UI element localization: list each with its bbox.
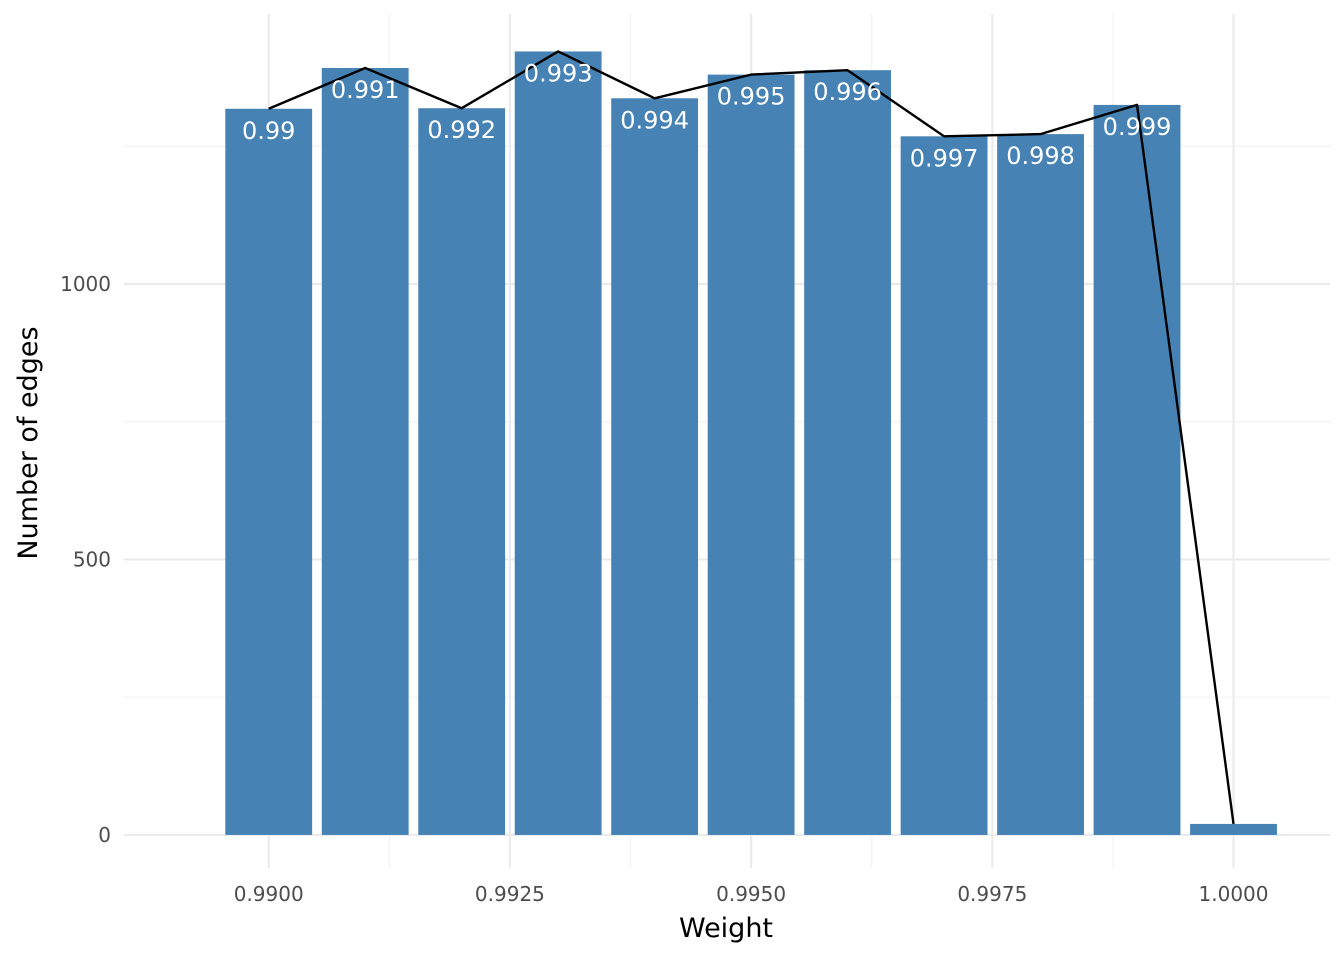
bar-label: 0.99 <box>242 117 295 145</box>
bar <box>804 70 892 835</box>
bar <box>225 108 313 835</box>
bar <box>1093 104 1181 835</box>
y-tick-label: 500 <box>73 547 111 571</box>
bar-label: 0.995 <box>717 83 786 111</box>
y-tick-label: 1000 <box>60 272 111 296</box>
bar-label: 0.992 <box>427 116 496 144</box>
x-tick-label: 1.0000 <box>1199 882 1269 906</box>
bar-label: 0.998 <box>1006 142 1075 170</box>
bar <box>611 98 699 835</box>
bars-layer <box>225 51 1277 835</box>
line-layer <box>268 50 1235 825</box>
bar-label: 0.997 <box>910 144 979 172</box>
bar-label: 0.993 <box>524 59 593 87</box>
bar-labels-layer: 0.99 0.991 0.992 0.993 0.994 0.995 0.996 0.997 0… <box>242 59 1171 172</box>
y-tick-label: 0 <box>98 823 111 847</box>
bar <box>514 51 602 835</box>
x-tick-label: 0.9925 <box>475 882 545 906</box>
ticks-layer: 0.9900 0.9925 0.9950 0.9975 1.0000 0 500 1000 <box>60 272 1268 906</box>
x-axis-title: Weight <box>679 913 773 944</box>
bar <box>707 74 795 835</box>
bar <box>321 67 409 835</box>
bar-label: 0.996 <box>813 78 882 106</box>
bar-label: 0.994 <box>620 106 689 134</box>
y-axis-title: Number of edges <box>13 326 44 559</box>
bar <box>418 108 506 835</box>
x-tick-label: 0.9975 <box>957 882 1027 906</box>
bar <box>1190 823 1277 835</box>
bar <box>997 134 1084 835</box>
bar-label: 0.991 <box>331 76 400 104</box>
x-tick-label: 0.9900 <box>234 882 304 906</box>
bar <box>900 136 988 835</box>
x-tick-label: 0.9950 <box>716 882 786 906</box>
series-line <box>268 50 1235 825</box>
bar-label: 0.999 <box>1103 113 1172 141</box>
